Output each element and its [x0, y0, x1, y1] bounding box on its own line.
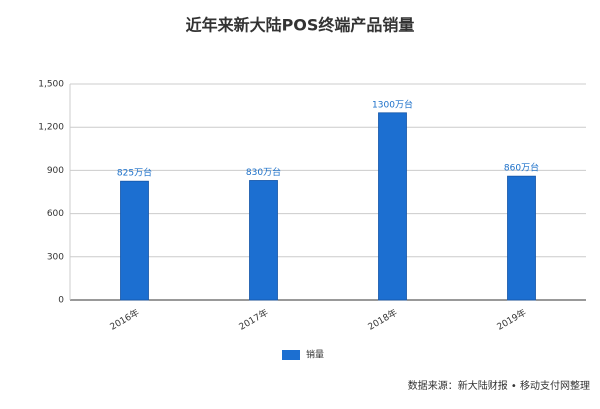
legend-label: 销量	[306, 349, 324, 361]
data-label: 860万台	[504, 162, 539, 174]
chart-title: 近年来新大陆POS终端产品销量	[186, 16, 415, 35]
data-label: 825万台	[117, 167, 152, 179]
y-tick-label: 600	[47, 209, 64, 219]
y-tick-label: 1,200	[38, 123, 64, 133]
y-tick-label: 900	[47, 166, 64, 176]
y-tick-label: 0	[58, 296, 64, 306]
bar	[507, 175, 536, 301]
bar	[120, 180, 149, 301]
data-label: 830万台	[246, 166, 281, 178]
y-tick-label: 1,500	[38, 80, 64, 90]
data-label: 1300万台	[372, 98, 413, 110]
source-note: 数据来源：新大陆财报 • 移动支付网整理	[408, 379, 590, 392]
bar	[378, 112, 407, 301]
legend-swatch	[282, 350, 300, 360]
bar	[249, 180, 278, 301]
y-tick-label: 300	[47, 252, 64, 262]
